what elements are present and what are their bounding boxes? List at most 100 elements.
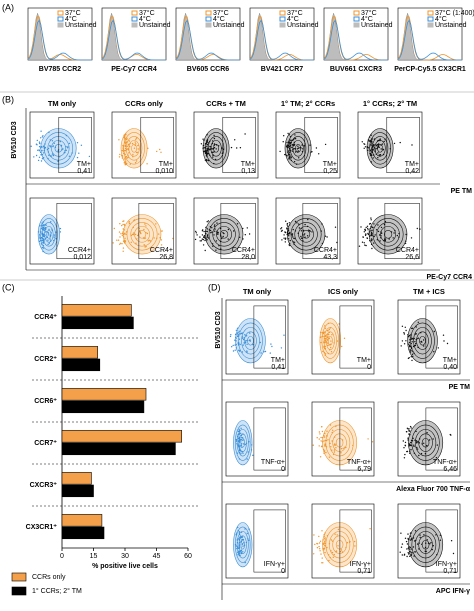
event-dot bbox=[338, 323, 340, 325]
x-axis-label: BV421 CCR7 bbox=[261, 66, 304, 73]
plot-frame bbox=[29, 111, 95, 179]
contour bbox=[298, 226, 314, 243]
event-dot bbox=[321, 426, 323, 428]
contour bbox=[216, 226, 232, 243]
event-dot bbox=[135, 160, 138, 162]
event-dot bbox=[328, 559, 330, 562]
event-dot bbox=[288, 144, 290, 146]
event-dot bbox=[214, 230, 216, 232]
event-dot bbox=[239, 553, 241, 555]
event-dot bbox=[324, 335, 326, 338]
column-title: 1° CCRs; 2° TM bbox=[363, 99, 417, 108]
event-dot bbox=[128, 221, 130, 223]
event-dot bbox=[117, 239, 120, 241]
event-dot bbox=[242, 443, 245, 445]
event-dot bbox=[408, 334, 411, 337]
event-dot bbox=[293, 143, 296, 146]
event-dot bbox=[213, 134, 215, 137]
event-dot bbox=[388, 238, 390, 240]
event-dot bbox=[246, 458, 248, 460]
event-dot bbox=[423, 442, 425, 444]
event-dot bbox=[361, 241, 364, 243]
panel-label: (C) bbox=[2, 282, 15, 292]
event-dot bbox=[321, 430, 324, 433]
event-dot bbox=[319, 433, 321, 435]
event-dot bbox=[40, 137, 42, 139]
event-dot bbox=[43, 224, 45, 226]
event-dot bbox=[242, 545, 244, 547]
event-dot bbox=[410, 553, 413, 555]
event-dot bbox=[201, 234, 204, 236]
event-dot bbox=[411, 341, 413, 343]
event-dot bbox=[381, 143, 384, 145]
contour bbox=[244, 331, 257, 350]
event-dot bbox=[384, 238, 387, 240]
event-dot bbox=[122, 145, 124, 147]
event-dot bbox=[199, 236, 201, 238]
event-dot bbox=[414, 530, 417, 532]
gate-value: 0,010 bbox=[155, 168, 173, 175]
event-dot bbox=[375, 148, 377, 150]
event-dot bbox=[379, 240, 381, 242]
event-dot bbox=[367, 227, 369, 230]
gate-value: 6,79 bbox=[357, 466, 371, 473]
event-dot bbox=[47, 234, 50, 236]
bar bbox=[61, 430, 182, 443]
event-dot bbox=[411, 144, 413, 146]
event-dot bbox=[215, 240, 218, 242]
event-dot bbox=[294, 220, 297, 223]
event-dot bbox=[414, 551, 416, 553]
event-dot bbox=[65, 149, 68, 151]
event-dot bbox=[334, 444, 337, 446]
event-dot bbox=[285, 220, 287, 222]
event-dot bbox=[289, 154, 291, 156]
event-dot bbox=[128, 140, 130, 142]
event-dot bbox=[335, 550, 338, 552]
event-dot bbox=[244, 334, 246, 336]
event-dot bbox=[47, 147, 50, 150]
contour bbox=[47, 136, 70, 161]
event-dot bbox=[324, 432, 326, 435]
event-dot bbox=[328, 333, 330, 336]
event-dot bbox=[245, 341, 247, 343]
event-dot bbox=[316, 542, 318, 545]
event-dot bbox=[328, 456, 331, 458]
plot-frame bbox=[275, 197, 341, 265]
gate-label: IFN-γ+ bbox=[350, 561, 371, 568]
event-dot bbox=[333, 451, 336, 453]
event-dot bbox=[419, 536, 421, 539]
event-dot bbox=[300, 235, 302, 238]
event-dot bbox=[213, 147, 216, 149]
event-dot bbox=[293, 148, 295, 150]
event-dot bbox=[319, 548, 321, 550]
event-dot bbox=[246, 532, 248, 535]
event-dot bbox=[407, 357, 410, 360]
event-dot bbox=[202, 244, 205, 246]
event-dot bbox=[285, 237, 287, 239]
event-dot bbox=[288, 143, 290, 145]
event-dot bbox=[214, 228, 216, 230]
x-axis-label: PE TM bbox=[449, 384, 471, 391]
gate bbox=[222, 117, 256, 173]
gate-label: TM+ bbox=[405, 161, 419, 168]
gate-value: 0,012 bbox=[73, 254, 91, 261]
event-dot bbox=[401, 325, 404, 327]
event-dot bbox=[235, 545, 238, 547]
event-dot bbox=[290, 139, 292, 141]
event-dot bbox=[413, 555, 415, 557]
x-axis-label: BV605 CCR6 bbox=[187, 66, 230, 73]
contour bbox=[369, 132, 391, 165]
event-dot bbox=[40, 236, 43, 239]
event-dot bbox=[201, 238, 203, 240]
plot-frame bbox=[225, 401, 289, 477]
event-dot bbox=[38, 141, 41, 143]
event-dot bbox=[443, 340, 445, 342]
event-dot bbox=[119, 153, 121, 156]
event-dot bbox=[293, 241, 296, 243]
plot-frame bbox=[311, 401, 375, 477]
contour bbox=[408, 420, 444, 466]
contour bbox=[240, 539, 245, 550]
event-dot bbox=[213, 225, 216, 227]
event-dot bbox=[144, 223, 146, 225]
event-dot bbox=[125, 134, 127, 136]
